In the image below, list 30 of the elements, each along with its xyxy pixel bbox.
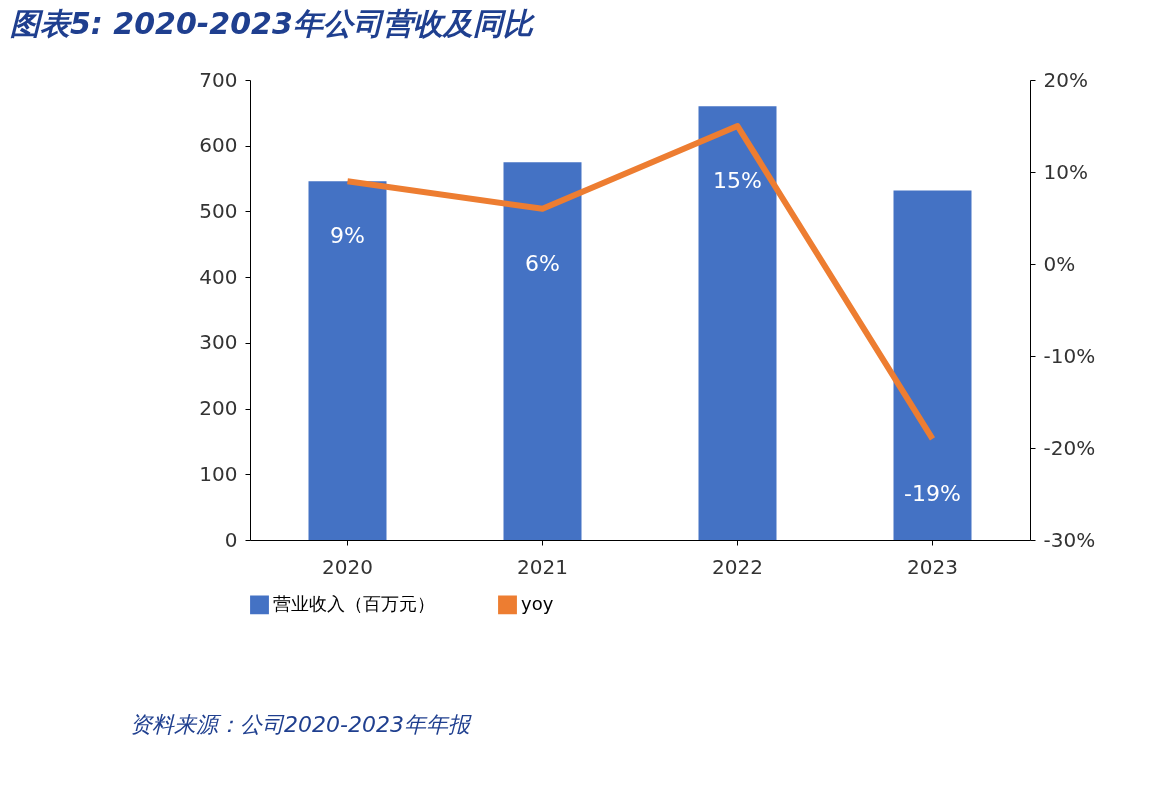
x-tick-label: 2020 (322, 554, 373, 579)
y2-tick-label: 10% (1043, 159, 1088, 184)
text: 资料来源：公司2020-2023年年报 (130, 712, 472, 737)
y2-tick-label: -20% (1043, 435, 1096, 460)
data-label: 6% (525, 250, 560, 276)
y2-tick-label: 0% (1043, 251, 1076, 276)
x-tick-label: 2023 (907, 554, 958, 579)
y-tick-label: 0 (224, 527, 238, 552)
x-tick-label: 2022 (712, 554, 763, 579)
bar (893, 190, 972, 540)
data-label: 15% (713, 168, 762, 193)
y-tick-label: 500 (199, 198, 238, 223)
data-label: -19% (904, 480, 961, 506)
y-tick-label: 100 (199, 461, 238, 486)
legend-label: 营业收入（百万元） (273, 592, 435, 614)
bar (308, 181, 387, 540)
y-tick-label: 400 (199, 264, 238, 289)
chart-title: 图表5: 2020-2023年公司营收及同比 (10, 6, 536, 41)
bar (698, 106, 777, 540)
y2-tick-label: -10% (1043, 343, 1096, 368)
bar (503, 162, 582, 540)
y2-tick-label: -30% (1043, 527, 1096, 552)
legend-label: yoy (521, 592, 554, 614)
y2-tick-label: 20% (1043, 67, 1088, 92)
y-tick-label: 300 (199, 330, 238, 355)
y-tick-label: 700 (199, 67, 238, 92)
data-label: 9% (330, 223, 365, 249)
x-tick-label: 2021 (517, 554, 568, 579)
y-tick-label: 600 (199, 133, 238, 158)
y-tick-label: 200 (199, 396, 238, 421)
